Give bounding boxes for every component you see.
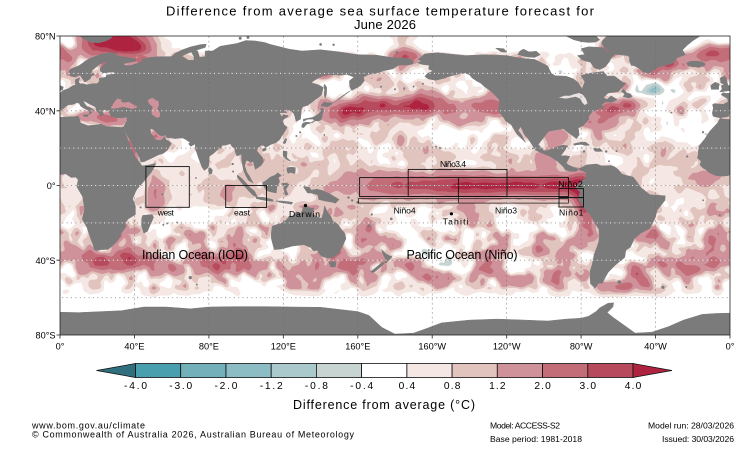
svg-text:Base period: 1981-2018: Base period: 1981-2018: [490, 434, 582, 444]
svg-text:Difference from average (°C): Difference from average (°C): [293, 398, 475, 412]
svg-text:40°E: 40°E: [124, 342, 144, 352]
svg-text:160°E: 160°E: [345, 342, 370, 352]
svg-text:Niño2: Niño2: [558, 179, 583, 189]
svg-text:east: east: [234, 207, 251, 217]
svg-text:1.2: 1.2: [489, 381, 506, 392]
svg-text:80°W: 80°W: [570, 342, 593, 352]
svg-text:0.4: 0.4: [399, 381, 416, 392]
svg-text:© Commonwealth of Australia 20: © Commonwealth of Australia 2026, Austra…: [32, 430, 354, 440]
svg-text:Niño3: Niño3: [495, 205, 517, 215]
svg-text:Niño4: Niño4: [394, 205, 416, 215]
svg-text:120°E: 120°E: [271, 342, 296, 352]
svg-text:Model run: 28/03/2026: Model run: 28/03/2026: [648, 421, 734, 431]
svg-text:0°: 0°: [726, 342, 735, 352]
svg-text:Darwin: Darwin: [289, 209, 320, 219]
svg-text:3.0: 3.0: [580, 381, 597, 392]
svg-text:Indian Ocean (IOD): Indian Ocean (IOD): [142, 248, 248, 262]
svg-text:Pacific Ocean (Niño): Pacific Ocean (Niño): [407, 248, 518, 262]
svg-text:120°W: 120°W: [493, 342, 521, 352]
svg-text:80°S: 80°S: [35, 331, 55, 341]
svg-text:2.0: 2.0: [534, 381, 551, 392]
svg-text:0°: 0°: [56, 342, 65, 352]
svg-text:0.8: 0.8: [444, 381, 461, 392]
svg-text:west: west: [157, 207, 175, 217]
svg-text:40°S: 40°S: [35, 256, 55, 266]
svg-text:0°: 0°: [47, 181, 56, 191]
svg-text:www.bom.gov.au/climate: www.bom.gov.au/climate: [31, 420, 145, 430]
svg-text:Model: ACCESS-S2: Model: ACCESS-S2: [490, 421, 560, 431]
svg-text:80°E: 80°E: [199, 342, 219, 352]
svg-text:4.0: 4.0: [625, 381, 642, 392]
svg-text:Difference from average sea su: Difference from average sea surface temp…: [166, 4, 595, 19]
svg-text:160°W: 160°W: [418, 342, 446, 352]
svg-text:June 2026: June 2026: [354, 17, 416, 32]
svg-text:Niño1: Niño1: [559, 207, 584, 217]
svg-text:Issued: 30/03/2026: Issued: 30/03/2026: [662, 434, 734, 444]
svg-text:80°N: 80°N: [35, 32, 56, 42]
svg-text:40°N: 40°N: [35, 106, 56, 116]
svg-text:Niño3.4: Niño3.4: [440, 159, 466, 169]
svg-text:40°W: 40°W: [644, 342, 667, 352]
svg-text:Tahiti: Tahiti: [443, 217, 469, 227]
